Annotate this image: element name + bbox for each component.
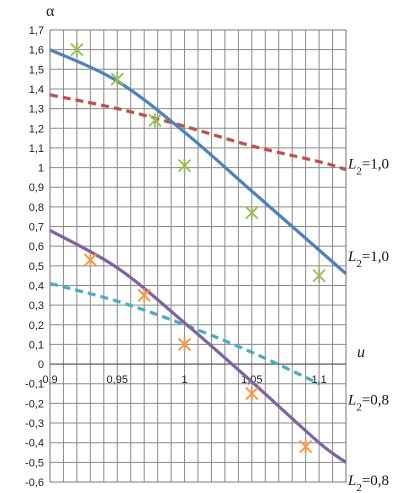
y-tick-label: 0,1 — [29, 339, 44, 351]
y-tick-label: 0,9 — [29, 182, 44, 194]
series-lines — [49, 48, 348, 464]
y-tick-label: -0,2 — [25, 398, 44, 410]
y-tick-label: -0,4 — [25, 438, 44, 450]
y-tick-label: 1,1 — [29, 143, 44, 155]
marker-green-star — [177, 158, 192, 173]
annotation-ann-1: L2=1,0 — [347, 157, 389, 178]
y-tick-labels: 1,7 1,6 1,5 1,4 1,3 1,2 1,1 1 0,9 0,8 0,7 0,6 0,5 0,4… — [25, 25, 44, 489]
series-purple-solid — [49, 229, 347, 464]
marker-orange-star — [137, 288, 151, 303]
series-red-dashed — [49, 93, 347, 172]
y-tick-label: 0 — [38, 359, 44, 371]
data-markers — [70, 42, 326, 454]
y-tick-label: 1,2 — [29, 123, 44, 135]
marker-green-star — [245, 205, 259, 220]
y-tick-label: 1,5 — [29, 64, 44, 76]
y-tick-label: -0,5 — [25, 457, 44, 469]
curve-annotations: L2=1,0 L2=1,0 L2=0,8 L2=0,8 — [347, 157, 389, 493]
y-tick-label: -0,1 — [25, 379, 44, 391]
y-tick-label: -0,6 — [25, 477, 44, 489]
y-tick-label: 1,6 — [29, 45, 44, 57]
y-tick-label: 1,7 — [29, 25, 44, 37]
marker-green-star — [110, 72, 124, 87]
marker-orange-star — [177, 337, 192, 352]
plot-border — [49, 29, 347, 483]
x-tick-labels: 0,9 0,95 1 1,05 1,1 — [42, 374, 326, 386]
y-tick-label: 0,6 — [29, 241, 44, 253]
y-tick-label: 1 — [38, 163, 44, 175]
marker-orange-star — [83, 252, 98, 267]
series-blue-solid — [49, 48, 348, 275]
x-tick-label: 1,1 — [311, 374, 326, 386]
marker-orange-star — [298, 439, 313, 454]
y-tick-label: 0,4 — [29, 280, 44, 292]
annotation-ann-4: L2=0,8 — [347, 473, 389, 493]
y-tick-label: 0,7 — [29, 222, 44, 234]
y-tick-label: 0,2 — [29, 320, 44, 332]
y-tick-label: 0,3 — [29, 300, 44, 312]
y-tick-label: 1,3 — [29, 104, 44, 116]
annotation-ann-2: L2=1,0 — [347, 249, 389, 270]
y-tick-label: 1,4 — [29, 84, 44, 96]
x-tick-label: 0,95 — [107, 374, 128, 386]
y-tick-label: 0,8 — [29, 202, 44, 214]
marker-green-star — [312, 268, 326, 283]
y-tick-label: 0,5 — [29, 261, 44, 273]
axes — [49, 29, 347, 483]
x-axis-label: u — [357, 344, 365, 361]
x-tick-label: 0,9 — [42, 374, 57, 386]
annotation-ann-3: L2=0,8 — [347, 392, 389, 413]
x-tick-label: 1 — [181, 374, 187, 386]
marker-green-star — [70, 42, 84, 57]
marker-green-star — [148, 113, 162, 128]
marker-orange-star — [245, 386, 259, 401]
series-teal-dashed — [49, 281, 320, 386]
y-axis-label: α — [46, 3, 55, 20]
y-tick-label: -0,3 — [25, 418, 44, 430]
